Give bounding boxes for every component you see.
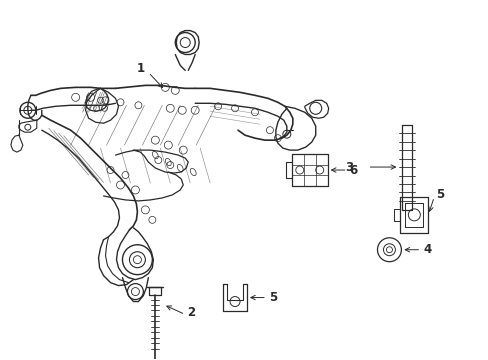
- Text: 5: 5: [435, 188, 444, 202]
- Text: 5: 5: [268, 291, 277, 304]
- Text: 1: 1: [136, 62, 144, 75]
- Text: 6: 6: [349, 163, 357, 176]
- Text: 2: 2: [187, 306, 195, 319]
- Text: 4: 4: [423, 243, 431, 256]
- Text: 3: 3: [345, 161, 353, 174]
